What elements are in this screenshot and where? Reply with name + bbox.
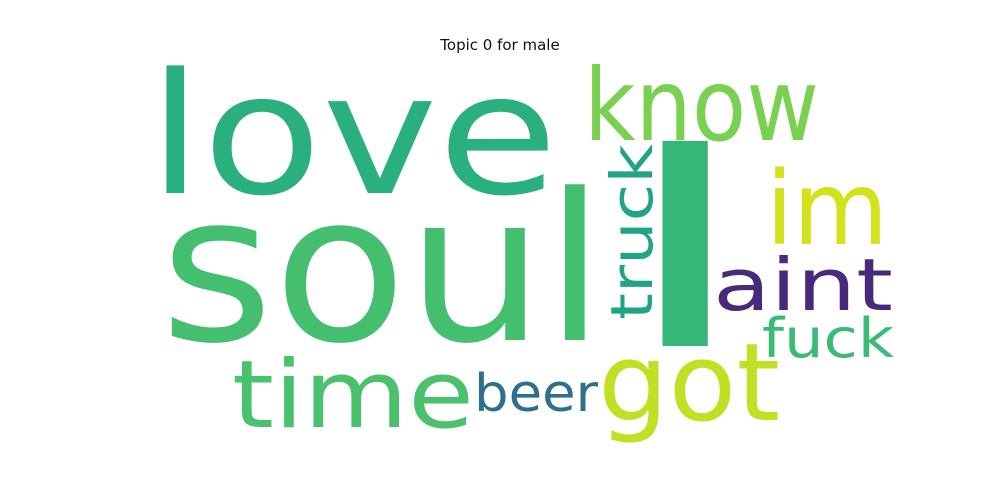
word-truck: truck	[598, 144, 666, 320]
word-know: know	[584, 47, 819, 164]
word-aint: aint	[713, 243, 893, 327]
chart-title: Topic 0 for male	[440, 36, 560, 54]
word-l: l	[615, 95, 755, 410]
word-love: love	[148, 37, 558, 233]
word-beer: beer	[474, 364, 599, 424]
word-soul: soul	[160, 151, 605, 389]
word-time: time	[232, 341, 474, 450]
word-got: got	[598, 321, 780, 446]
word-fuck: fuck	[762, 307, 895, 370]
word-im: im	[766, 150, 888, 269]
